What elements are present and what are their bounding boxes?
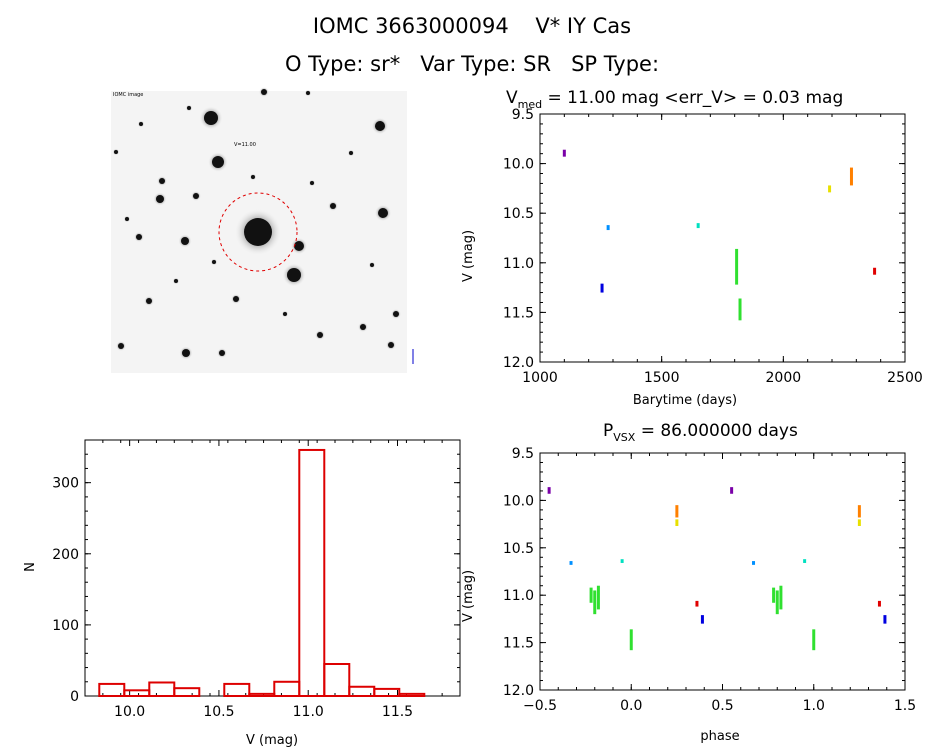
hist-ytick-label: 100 [52, 618, 79, 634]
ts-xlabel: Barytime (days) [633, 393, 737, 408]
ts-ytick-label: 9.5 [512, 107, 534, 123]
ts-xtick-label: 2000 [766, 370, 802, 386]
star [159, 178, 165, 184]
ph-xtick-label: −0.5 [523, 698, 557, 714]
hist-bar [123, 689, 151, 697]
hist-ytick-label: 300 [52, 476, 79, 492]
star [375, 121, 385, 131]
star [156, 195, 164, 203]
hist-ytick-label: 200 [52, 547, 79, 563]
hist-xlabel: V (mag) [246, 733, 298, 747]
star [388, 342, 394, 348]
star [393, 311, 399, 317]
ph-ytick-label: 10.5 [503, 541, 534, 557]
star [330, 203, 336, 209]
histogram-plot: N V (mag) 10.0 10.5 11.0 11.5 0 100 200 300 [23, 439, 461, 747]
hist-xtick-label: 10.0 [114, 704, 145, 720]
hist-bar [373, 687, 401, 698]
star [174, 279, 178, 283]
star [378, 208, 388, 218]
hist-ytick-label: 0 [70, 689, 79, 705]
star [283, 312, 287, 316]
star-field [112, 86, 402, 360]
ph-xlabel: phase [700, 729, 739, 744]
hist-ylabel: N [23, 562, 38, 572]
hist-bar [398, 692, 426, 697]
hist-xtick-label: 11.0 [293, 704, 324, 720]
hist-bar [173, 687, 201, 698]
star [370, 263, 374, 267]
star [139, 122, 143, 126]
ph-ytick-label: 10.0 [503, 493, 534, 509]
phase-plot: V (mag) phase PVSX = 86.000000 days −0.5… [461, 421, 916, 744]
ts-ytick-label: 10.5 [503, 206, 534, 222]
hist-bar [248, 692, 276, 697]
ph-xtick-label: 0.5 [711, 698, 733, 714]
ph-title: PVSX = 86.000000 days [603, 421, 798, 444]
ph-ylabel: V (mag) [461, 570, 476, 622]
star [261, 89, 267, 95]
star [244, 218, 272, 246]
star [360, 324, 366, 330]
star [125, 217, 129, 221]
hist-frame [84, 439, 461, 697]
ts-xtick-label: 1000 [522, 370, 558, 386]
hist-xtick-label: 11.5 [382, 704, 413, 720]
star [212, 260, 216, 264]
ph-ytick-label: 11.0 [503, 588, 534, 604]
star [251, 175, 255, 179]
ts-ytick-label: 11.5 [503, 305, 534, 321]
star [118, 343, 124, 349]
star [233, 296, 239, 302]
hist-bar [273, 680, 301, 697]
star [349, 151, 353, 155]
hist-bar [223, 682, 251, 698]
star [136, 234, 142, 240]
star [317, 332, 323, 338]
star [187, 106, 191, 110]
target-circle [218, 192, 298, 272]
star [146, 298, 152, 304]
image-label-center: V=11.00 [234, 142, 256, 148]
star [306, 91, 310, 95]
star [182, 349, 190, 357]
star [219, 350, 225, 356]
star [212, 156, 224, 168]
star [287, 268, 301, 282]
ph-ytick-label: 9.5 [512, 446, 534, 462]
sky-image-panel: IOMC image V=11.00 [111, 86, 414, 373]
ts-ytick-label: 10.0 [503, 157, 534, 173]
star [294, 241, 304, 251]
ph-frame [539, 452, 906, 691]
ts-ylabel: V (mag) [461, 230, 476, 282]
ph-xtick-label: 1.0 [803, 698, 825, 714]
star [204, 111, 218, 125]
hist-bar [298, 448, 326, 698]
hist-xtick-label: 10.5 [203, 704, 234, 720]
ts-xtick-label: 2500 [887, 370, 923, 386]
star [114, 150, 118, 154]
hist-bar [148, 681, 176, 698]
image-label-top-left: IOMC image [113, 92, 143, 98]
ts-title: Vmed = 11.00 mag <err_V> = 0.03 mag [506, 88, 843, 111]
figure-subtitle: O Type: sr* Var Type: SR SP Type: [284, 52, 660, 76]
star [310, 181, 314, 185]
star [181, 237, 189, 245]
ts-ytick-label: 11.0 [503, 256, 534, 272]
hist-bar [323, 663, 351, 697]
ts-xtick-label: 1500 [644, 370, 680, 386]
ts-frame [539, 113, 906, 363]
ph-xtick-label: 1.5 [894, 698, 916, 714]
time-series-plot: V (mag) Barytime (days) Vmed = 11.00 mag… [461, 88, 923, 408]
ts-ytick-label: 12.0 [503, 355, 534, 371]
ph-xtick-label: 0.0 [620, 698, 642, 714]
figure-title: IOMC 3663000094 V* IY Cas [312, 14, 632, 38]
star [193, 193, 199, 199]
ph-ytick-label: 11.5 [503, 636, 534, 652]
ph-ytick-label: 12.0 [503, 683, 534, 699]
